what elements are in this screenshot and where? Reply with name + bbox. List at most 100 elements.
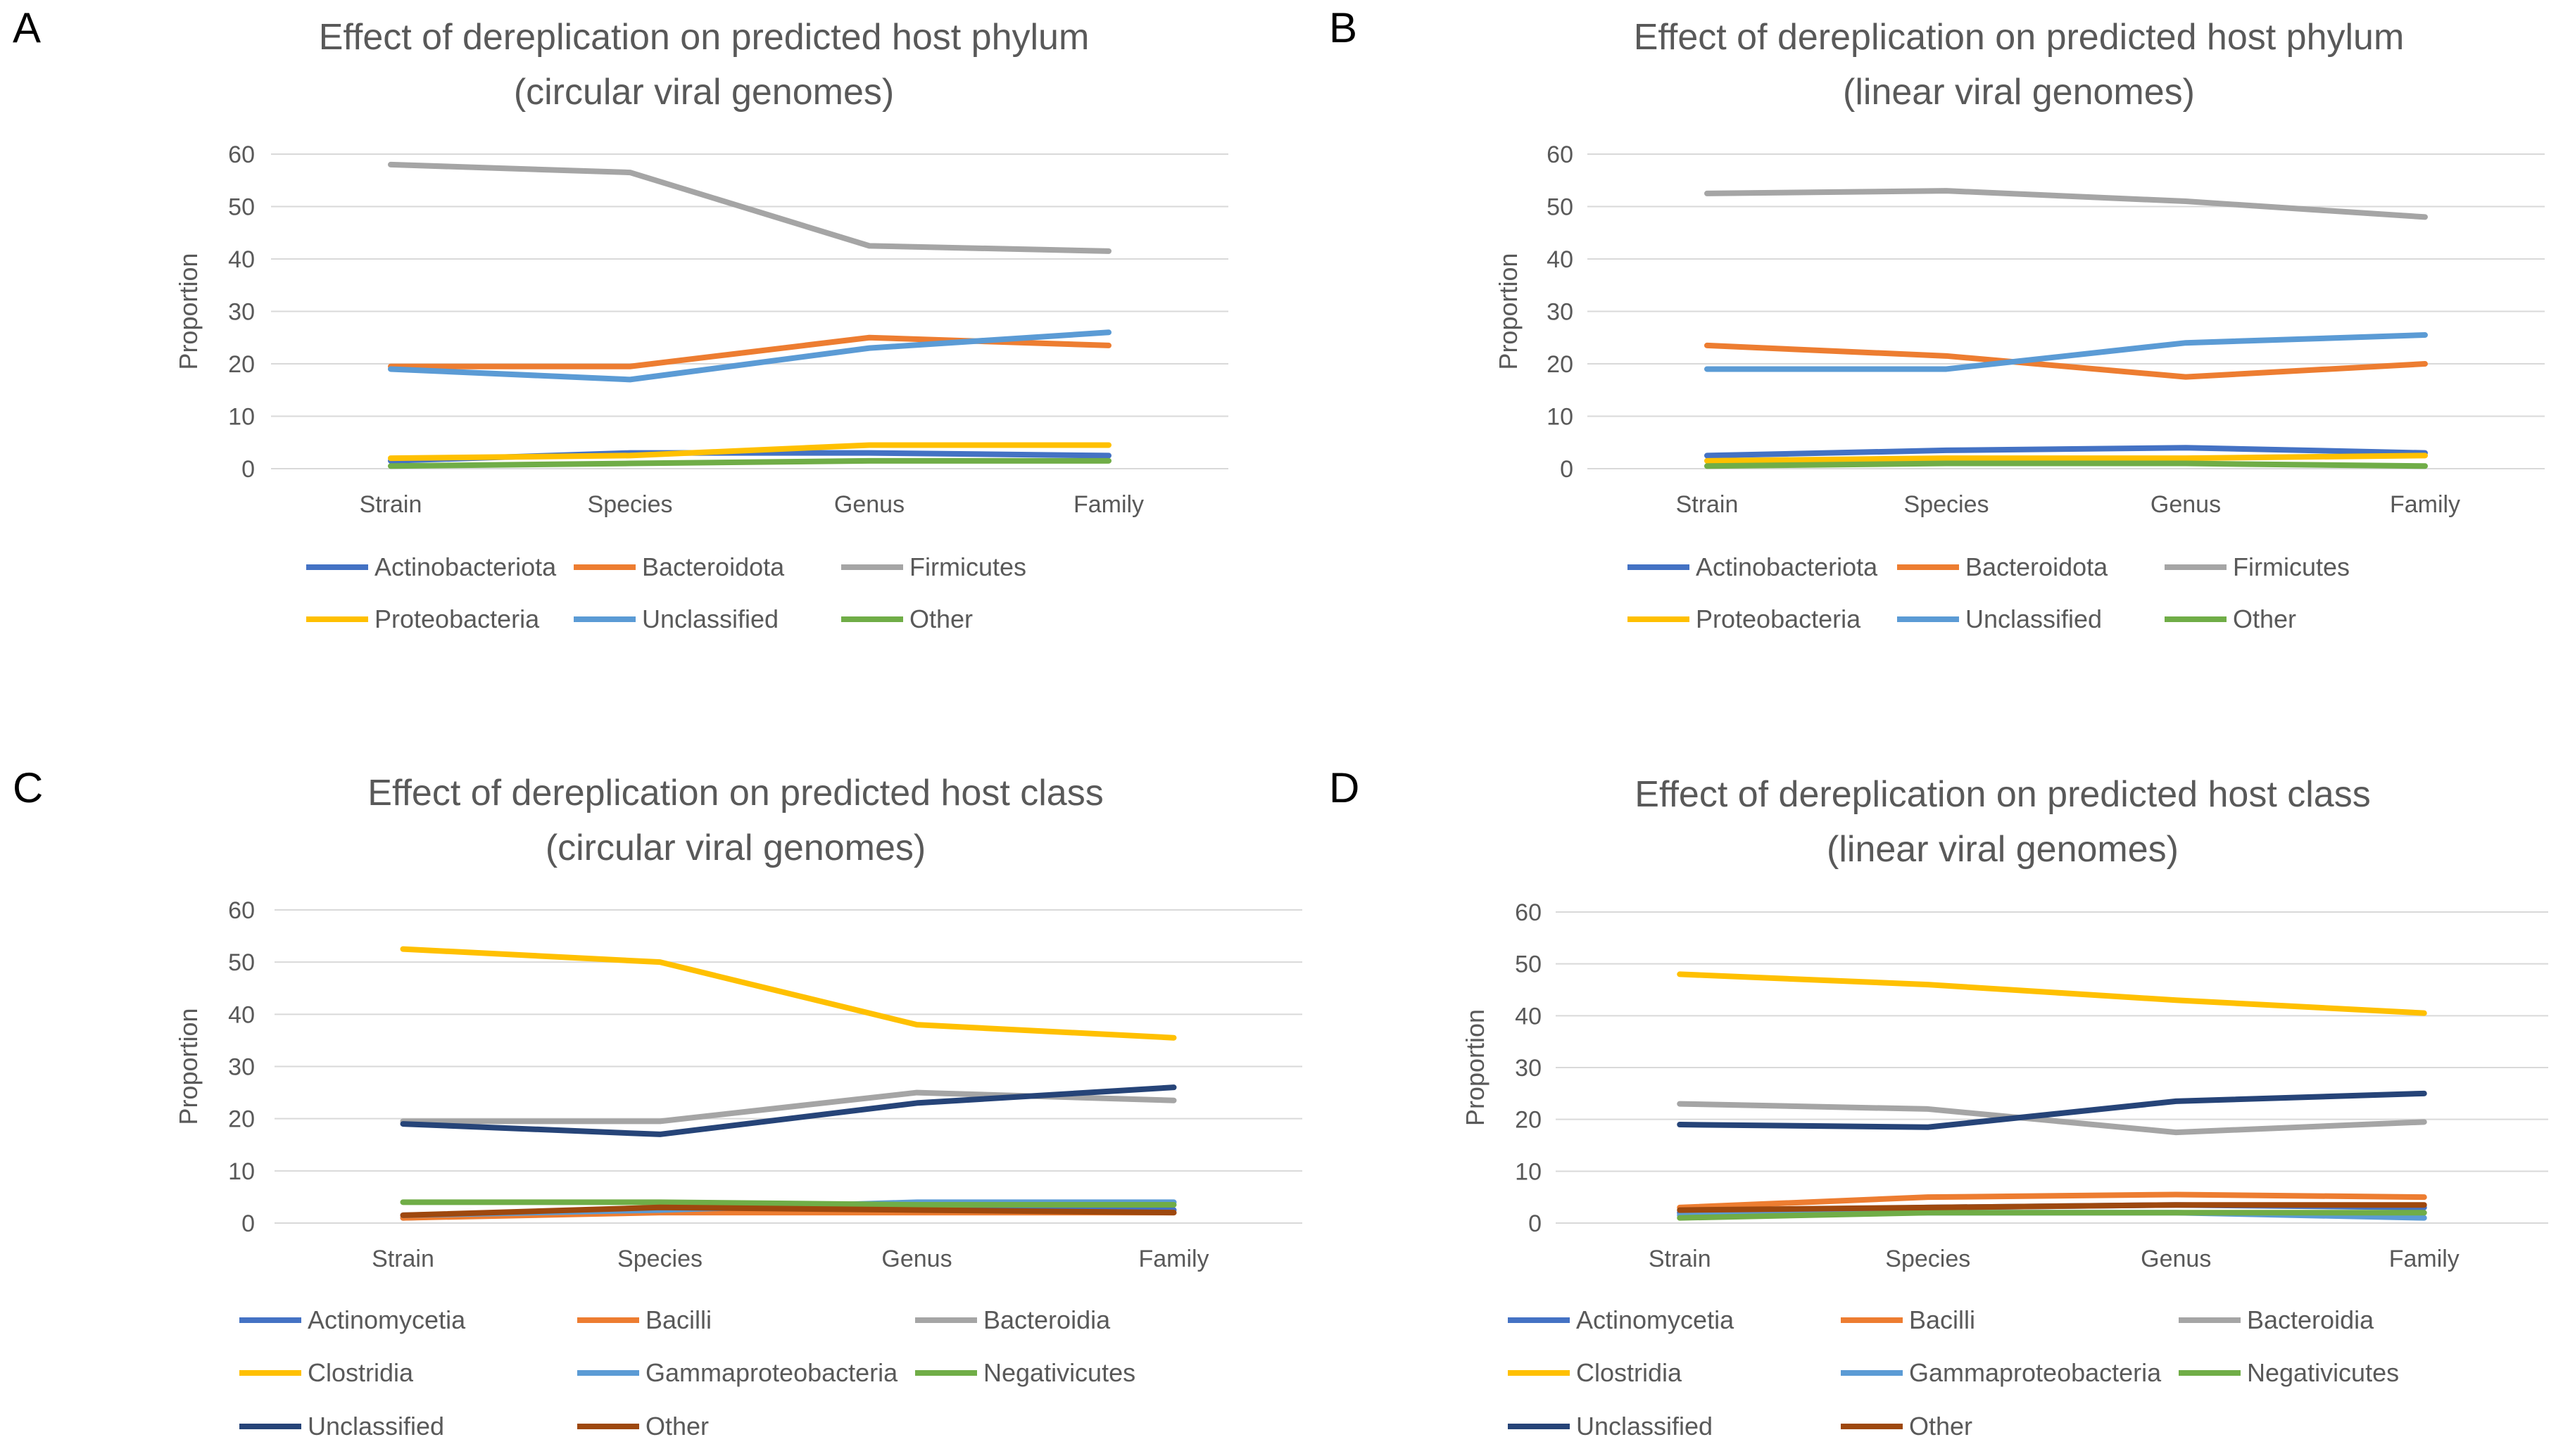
- panel-letter: D: [1329, 764, 1359, 811]
- legend-label: Clostridia: [1576, 1358, 1682, 1387]
- x-tick-label: Strain: [1649, 1246, 1711, 1272]
- x-tick-label: Strain: [372, 1246, 434, 1272]
- series-line-other: [400, 1204, 1177, 1218]
- series-line-firmicutes: [388, 161, 1112, 254]
- y-tick-label: 10: [228, 1158, 255, 1185]
- series-line-other: [1704, 460, 2428, 469]
- y-axis-label: Proportion: [1461, 1009, 1490, 1126]
- y-tick-label: 20: [228, 1106, 255, 1133]
- chart-title-line-2: (linear viral genomes): [1827, 829, 2179, 870]
- y-tick-label: 50: [1547, 194, 1573, 221]
- x-tick-label: Strain: [1676, 491, 1739, 518]
- legend-label: Gammaproteobacteria: [646, 1358, 898, 1387]
- series-line-negativicutes: [1677, 1210, 2427, 1221]
- chart-panel-b: B Effect of dereplication on predicted ho…: [1329, 4, 2545, 633]
- legend-label: Actinomycetia: [1576, 1305, 1734, 1334]
- x-tick-label: Family: [2390, 491, 2460, 518]
- series-line-actinobacteriota: [1704, 445, 2428, 459]
- series-line-bacteroidia: [1677, 1101, 2427, 1136]
- legend-label: Actinomycetia: [308, 1305, 466, 1334]
- x-tick-label: Species: [1885, 1246, 1970, 1272]
- legend-label: Actinobacteriota: [1696, 552, 1878, 581]
- chart-title-line-1: Effect of dereplication on predicted hos…: [367, 773, 1103, 814]
- chart-panel-d: D Effect of dereplication on predicted ho…: [1329, 764, 2548, 1441]
- legend-label: Bacteroidota: [1965, 552, 2108, 581]
- legend-label: Actinobacteriota: [374, 552, 557, 581]
- y-axis-label: Proportion: [174, 1008, 203, 1125]
- series-line-unclassified: [388, 329, 1112, 383]
- series-line-negativicutes: [400, 1199, 1177, 1208]
- legend-label: Unclassified: [1576, 1412, 1713, 1441]
- legend-label: Bacilli: [646, 1305, 712, 1334]
- legend-label: Unclassified: [642, 604, 779, 633]
- y-tick-label: 60: [228, 141, 255, 168]
- legend-label: Proteobacteria: [1696, 604, 1861, 633]
- series-line-firmicutes: [1704, 188, 2428, 220]
- x-tick-label: Species: [617, 1246, 703, 1272]
- x-tick-label: Family: [1073, 491, 1144, 518]
- series-line-clostridia: [400, 946, 1177, 1041]
- y-tick-label: 50: [1515, 951, 1542, 978]
- x-tick-label: Genus: [2150, 491, 2221, 518]
- y-tick-label: 30: [228, 1054, 255, 1081]
- legend-label: Clostridia: [308, 1358, 414, 1387]
- legend-label: Firmicutes: [909, 552, 1026, 581]
- legend-label: Unclassified: [1965, 604, 2102, 633]
- chart-title-line-2: (circular viral genomes): [514, 72, 894, 113]
- legend-label: Negativicutes: [983, 1358, 1135, 1387]
- x-tick-label: Species: [1904, 491, 1989, 518]
- y-tick-label: 0: [1528, 1210, 1542, 1237]
- legend-label: Other: [2233, 604, 2296, 633]
- y-tick-label: 50: [228, 194, 255, 221]
- legend-label: Other: [909, 604, 973, 633]
- legend-label: Firmicutes: [2233, 552, 2350, 581]
- y-tick-label: 0: [241, 456, 255, 483]
- y-tick-label: 60: [1547, 141, 1573, 168]
- y-tick-label: 0: [1560, 456, 1573, 483]
- x-tick-label: Family: [1138, 1246, 1209, 1272]
- chart-title-line-2: (linear viral genomes): [1843, 72, 2195, 113]
- legend-label: Unclassified: [308, 1412, 444, 1441]
- legend-label: Negativicutes: [2247, 1358, 2399, 1387]
- y-tick-label: 20: [1515, 1107, 1542, 1134]
- y-tick-label: 40: [1515, 1003, 1542, 1030]
- series-line-clostridia: [1677, 971, 2427, 1016]
- y-tick-label: 10: [228, 404, 255, 431]
- legend-label: Other: [1909, 1412, 1972, 1441]
- series-line-other: [1677, 1202, 2427, 1213]
- legend-label: Proteobacteria: [374, 604, 540, 633]
- y-tick-label: 60: [228, 897, 255, 924]
- y-tick-label: 10: [1547, 404, 1573, 431]
- panel-letter: A: [13, 4, 41, 51]
- chart-panel-c: C Effect of dereplication on predicted ho…: [13, 764, 1302, 1441]
- y-tick-label: 30: [228, 299, 255, 326]
- chart-title-line-1: Effect of dereplication on predicted hos…: [319, 17, 1090, 58]
- x-tick-label: Genus: [2141, 1246, 2211, 1272]
- y-tick-label: 0: [241, 1210, 255, 1237]
- y-tick-label: 10: [1515, 1158, 1542, 1185]
- series-line-unclassified: [1704, 332, 2428, 372]
- x-tick-label: Genus: [881, 1246, 952, 1272]
- x-tick-label: Species: [588, 491, 673, 518]
- y-tick-label: 40: [1547, 246, 1573, 273]
- legend-label: Bacilli: [1909, 1305, 1975, 1334]
- x-tick-label: Strain: [360, 491, 422, 518]
- legend-label: Other: [646, 1412, 709, 1441]
- y-tick-label: 20: [1547, 351, 1573, 378]
- legend-label: Bacteroidia: [2247, 1305, 2374, 1334]
- y-tick-label: 40: [228, 246, 255, 273]
- x-tick-label: Genus: [834, 491, 905, 518]
- y-tick-label: 30: [1515, 1055, 1542, 1082]
- legend-label: Bacteroidota: [642, 552, 785, 581]
- series-line-proteobacteria: [388, 442, 1112, 462]
- series-line-other: [388, 457, 1112, 469]
- y-axis-label: Proportion: [1494, 253, 1523, 369]
- y-axis-label: Proportion: [174, 253, 203, 369]
- y-tick-label: 20: [228, 351, 255, 378]
- legend-label: Gammaproteobacteria: [1909, 1358, 2162, 1387]
- series-line-unclassified: [400, 1084, 1177, 1137]
- series-line-bacteroidota: [1704, 342, 2428, 380]
- y-tick-label: 50: [228, 949, 255, 976]
- series-line-unclassified: [1677, 1090, 2427, 1130]
